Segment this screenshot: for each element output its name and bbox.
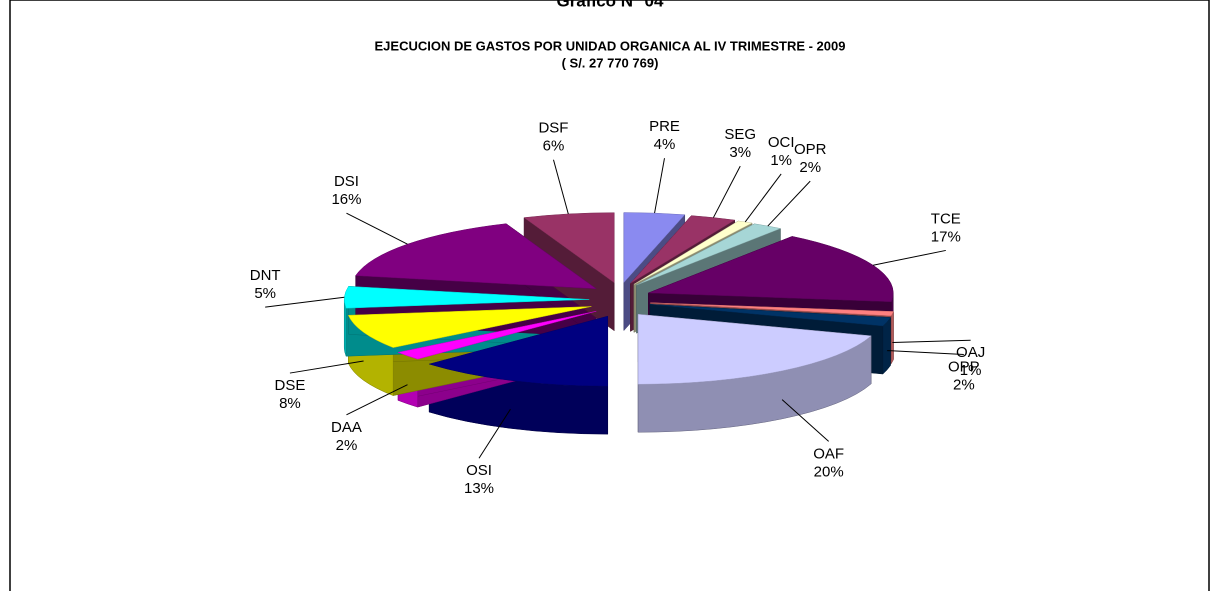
slice <box>649 304 891 327</box>
slice-value: 16% <box>331 191 361 208</box>
leader-line <box>892 339 971 344</box>
leader-line <box>289 360 364 374</box>
leader-line <box>781 399 829 442</box>
slice-value: 1% <box>960 362 982 379</box>
slice-label: OPP <box>948 359 980 376</box>
slice-wall <box>882 316 891 375</box>
slice <box>648 236 894 303</box>
slice-value: 2% <box>953 377 975 394</box>
slice <box>623 212 686 284</box>
leader-line <box>873 249 946 266</box>
slice-label: DAA <box>331 419 362 436</box>
slice-value: 2% <box>336 437 358 454</box>
leader-line <box>265 296 345 308</box>
slice-label: DSI <box>334 173 359 190</box>
slice-value: 13% <box>464 480 494 497</box>
slice <box>428 315 609 387</box>
slice <box>397 310 597 360</box>
slice <box>650 302 894 317</box>
leader-line <box>346 384 408 416</box>
slice-label: SEG <box>724 126 756 143</box>
slice <box>630 215 736 284</box>
slice-label: OAF <box>813 445 844 462</box>
slice-label: OSI <box>466 462 492 479</box>
slice-label: DSE <box>275 377 306 394</box>
leader-line <box>887 350 964 356</box>
slice-value: 2% <box>799 159 821 176</box>
leader-line <box>767 180 811 227</box>
leader-line <box>654 158 665 214</box>
slice-label: OAJ <box>956 344 985 361</box>
chart-title: EJECUCION DE GASTOS POR UNIDAD ORGANICA … <box>375 38 846 53</box>
slice <box>637 313 872 385</box>
slice-label: OPR <box>794 141 827 158</box>
leader-line <box>346 212 408 245</box>
slice-value: 4% <box>654 136 676 153</box>
slice-label: DNT <box>250 267 281 284</box>
leader-line <box>744 173 782 223</box>
slice-label: OCI <box>768 134 795 151</box>
slice <box>355 223 598 290</box>
leader-line <box>712 165 741 218</box>
slice-wall <box>890 311 894 365</box>
slice-label: DSF <box>538 120 568 137</box>
leader-line <box>552 159 569 215</box>
slice-label: TCE <box>931 210 961 227</box>
slice-value: 1% <box>770 152 792 169</box>
figure-caption: Gráfico N° 04 <box>557 0 664 10</box>
chart-subtitle: ( S/. 27 770 769) <box>562 55 659 70</box>
slice-label: PRE <box>649 118 680 135</box>
leader-line <box>478 408 511 459</box>
slice-value: 8% <box>279 395 301 412</box>
slice-value: 3% <box>729 144 751 161</box>
slice <box>344 286 590 309</box>
slice <box>347 306 592 348</box>
slice-value: 20% <box>814 463 844 480</box>
slice-value: 6% <box>543 138 565 155</box>
slice-value: 5% <box>254 285 276 302</box>
slice-value: 17% <box>931 228 961 245</box>
